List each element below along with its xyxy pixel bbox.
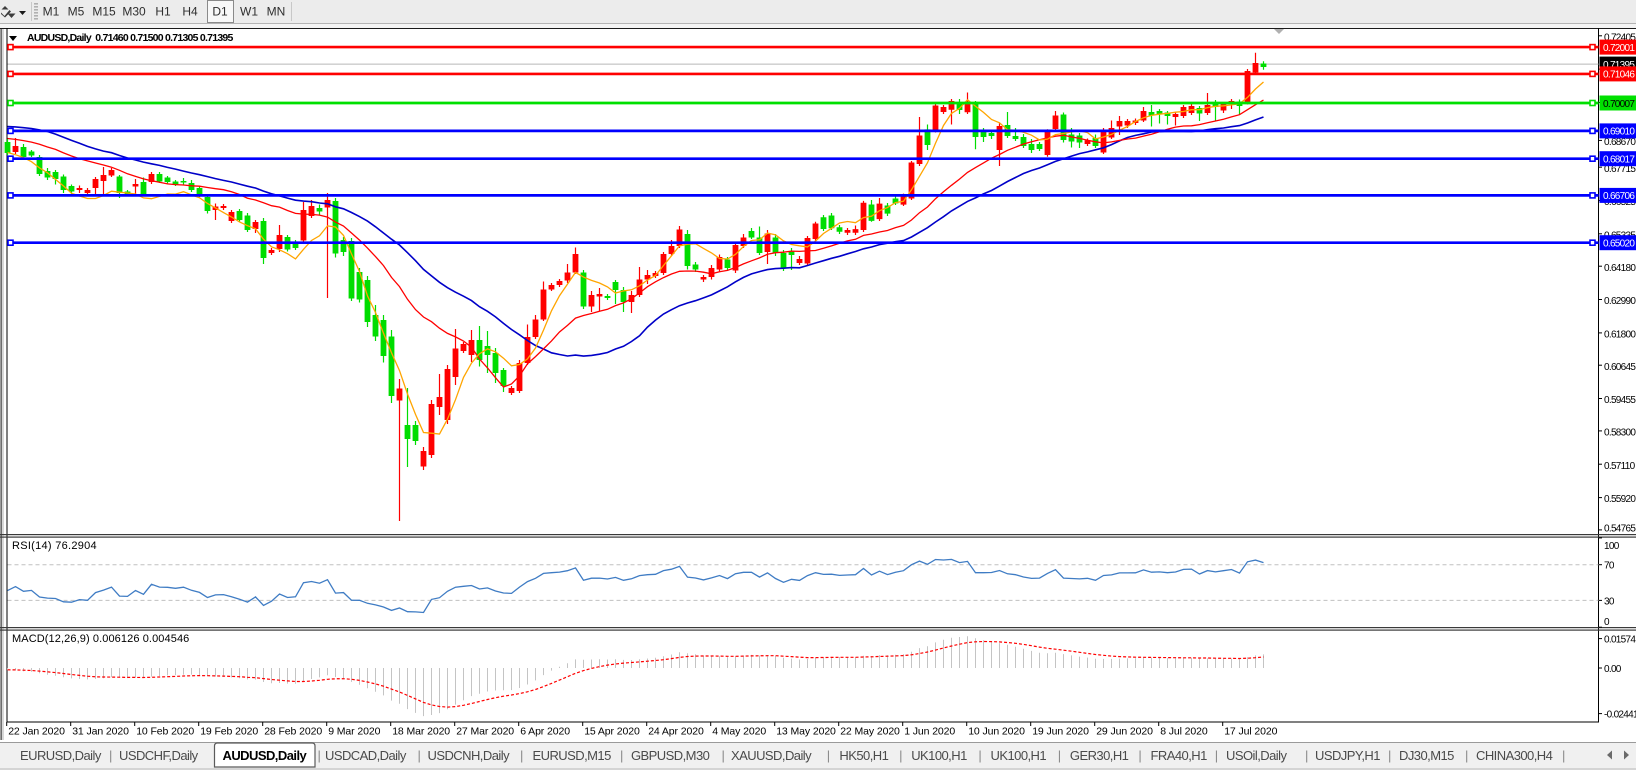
svg-text:DJ30,M15: DJ30,M15 xyxy=(1399,748,1454,763)
svg-text:|: | xyxy=(899,748,902,763)
svg-text:FRA40,H1: FRA40,H1 xyxy=(1151,748,1208,763)
svg-text:28 Feb 2020: 28 Feb 2020 xyxy=(264,726,322,738)
svg-text:AUDUSD,Daily: AUDUSD,Daily xyxy=(223,748,308,763)
svg-text:22 May 2020: 22 May 2020 xyxy=(840,726,900,738)
svg-text:15 Apr 2020: 15 Apr 2020 xyxy=(584,726,640,738)
svg-text:13 May 2020: 13 May 2020 xyxy=(776,726,836,738)
svg-text:0.55920: 0.55920 xyxy=(1604,494,1636,505)
svg-text:0.64180: 0.64180 xyxy=(1604,263,1636,274)
svg-text:|: | xyxy=(827,748,830,763)
svg-text:USOil,Daily: USOil,Daily xyxy=(1226,748,1287,763)
svg-text:H4: H4 xyxy=(182,5,198,19)
svg-text:XAUUSD,Daily: XAUUSD,Daily xyxy=(731,748,812,763)
svg-text:70: 70 xyxy=(1604,561,1615,572)
svg-text:|: | xyxy=(1465,748,1468,763)
svg-text:USDJPY,H1: USDJPY,H1 xyxy=(1315,748,1380,763)
svg-text:MACD(12,26,9) 0.006126 0.00454: MACD(12,26,9) 0.006126 0.004546 xyxy=(12,633,189,645)
svg-text:USDCAD,Daily: USDCAD,Daily xyxy=(325,748,407,763)
svg-text:USDCHF,Daily: USDCHF,Daily xyxy=(119,748,199,763)
svg-text:GER30,H1: GER30,H1 xyxy=(1070,748,1129,763)
svg-text:0.68670: 0.68670 xyxy=(1604,137,1636,148)
svg-text:RSI(14) 76.2904: RSI(14) 76.2904 xyxy=(12,540,97,552)
svg-text:0.66706: 0.66706 xyxy=(1603,191,1635,202)
svg-text:|: | xyxy=(620,748,623,763)
svg-text:0.54765: 0.54765 xyxy=(1604,524,1636,535)
svg-text:|: | xyxy=(1305,748,1308,763)
svg-text:0.58300: 0.58300 xyxy=(1604,428,1636,439)
svg-text:UK100,H1: UK100,H1 xyxy=(991,748,1047,763)
svg-text:9 Mar 2020: 9 Mar 2020 xyxy=(328,726,380,738)
svg-text:|: | xyxy=(1388,748,1391,763)
svg-text:19 Feb 2020: 19 Feb 2020 xyxy=(200,726,258,738)
svg-text:MN: MN xyxy=(267,5,286,19)
svg-text:|: | xyxy=(318,748,321,763)
svg-text:|: | xyxy=(418,748,421,763)
svg-text:CHINA300,H4: CHINA300,H4 xyxy=(1476,748,1553,763)
svg-text:0.70007: 0.70007 xyxy=(1603,99,1635,110)
svg-text:30: 30 xyxy=(1604,596,1615,607)
svg-text:USDCNH,Daily: USDCNH,Daily xyxy=(428,748,511,763)
svg-text:0.65020: 0.65020 xyxy=(1603,239,1635,250)
svg-text:18 Mar 2020: 18 Mar 2020 xyxy=(392,726,450,738)
svg-text:D1: D1 xyxy=(212,5,228,19)
svg-text:10 Jun 2020: 10 Jun 2020 xyxy=(968,726,1025,738)
svg-text:|: | xyxy=(1215,748,1218,763)
svg-text:UK100,H1: UK100,H1 xyxy=(911,748,967,763)
svg-text:0.01574: 0.01574 xyxy=(1604,635,1636,646)
svg-text:M5: M5 xyxy=(68,5,85,19)
svg-text:6 Apr 2020: 6 Apr 2020 xyxy=(520,726,570,738)
svg-text:0.59455: 0.59455 xyxy=(1604,395,1636,406)
svg-text:M1: M1 xyxy=(43,5,60,19)
svg-text:22 Jan 2020: 22 Jan 2020 xyxy=(8,726,65,738)
svg-text:10 Feb 2020: 10 Feb 2020 xyxy=(136,726,194,738)
svg-text:W1: W1 xyxy=(240,5,258,19)
svg-text:EURUSD,M15: EURUSD,M15 xyxy=(533,748,612,763)
svg-text:0.71046: 0.71046 xyxy=(1603,70,1635,81)
svg-text:29 Jun 2020: 29 Jun 2020 xyxy=(1096,726,1153,738)
svg-text:0.62990: 0.62990 xyxy=(1604,296,1636,307)
svg-text:M30: M30 xyxy=(122,5,146,19)
svg-text:|: | xyxy=(978,748,981,763)
svg-text:27 Mar 2020: 27 Mar 2020 xyxy=(456,726,514,738)
svg-text:|: | xyxy=(1138,748,1141,763)
svg-text:17 Jul 2020: 17 Jul 2020 xyxy=(1224,726,1277,738)
svg-text:|: | xyxy=(1058,748,1061,763)
svg-text:HK50,H1: HK50,H1 xyxy=(839,748,888,763)
svg-text:|: | xyxy=(109,748,112,763)
svg-text:|: | xyxy=(722,748,725,763)
svg-text:0.00: 0.00 xyxy=(1604,664,1622,675)
svg-text:H1: H1 xyxy=(155,5,171,19)
svg-text:31 Jan 2020: 31 Jan 2020 xyxy=(72,726,129,738)
svg-text:19 Jun 2020: 19 Jun 2020 xyxy=(1032,726,1089,738)
svg-text:|: | xyxy=(520,748,523,763)
svg-text:0.61800: 0.61800 xyxy=(1604,330,1636,341)
svg-text:0.60645: 0.60645 xyxy=(1604,362,1636,373)
svg-text:AUDUSD,Daily 0.71460 0.71500: AUDUSD,Daily 0.71460 0.71500 0.71305 0.7… xyxy=(27,32,233,44)
svg-text:|: | xyxy=(1562,748,1565,763)
svg-text:-0.02441: -0.02441 xyxy=(1604,710,1636,721)
svg-text:0.57110: 0.57110 xyxy=(1604,461,1636,472)
svg-text:4 May 2020: 4 May 2020 xyxy=(712,726,766,738)
svg-text:0.68017: 0.68017 xyxy=(1603,155,1635,166)
svg-text:EURUSD,Daily: EURUSD,Daily xyxy=(20,748,102,763)
svg-text:GBPUSD,M30: GBPUSD,M30 xyxy=(631,748,710,763)
svg-text:0.72001: 0.72001 xyxy=(1603,43,1635,54)
svg-text:8 Jul 2020: 8 Jul 2020 xyxy=(1160,726,1208,738)
svg-text:0.69010: 0.69010 xyxy=(1603,127,1635,138)
svg-text:M15: M15 xyxy=(92,5,116,19)
svg-text:24 Apr 2020: 24 Apr 2020 xyxy=(648,726,704,738)
svg-text:1 Jun 2020: 1 Jun 2020 xyxy=(904,726,955,738)
svg-text:100: 100 xyxy=(1604,541,1620,552)
